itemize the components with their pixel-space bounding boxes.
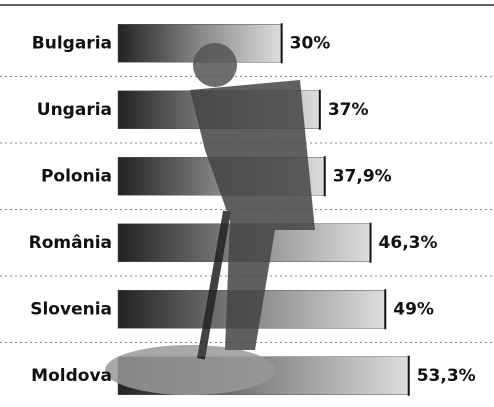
value-label: 53,3% <box>417 366 476 386</box>
category-label: Bulgaria <box>32 33 112 53</box>
value-label: 37% <box>328 100 369 120</box>
category-label: România <box>29 233 112 253</box>
category-label: Slovenia <box>30 299 112 319</box>
chart: Bulgaria 30% Ungaria 37% Polonia 37,9% România… <box>0 0 494 407</box>
value-label: 30% <box>290 33 331 53</box>
category-label: Moldova <box>31 366 112 386</box>
category-label: Ungaria <box>37 100 112 120</box>
category-label: Polonia <box>41 166 112 186</box>
value-label: 46,3% <box>379 233 438 253</box>
value-label: 37,9% <box>333 166 392 186</box>
value-label: 49% <box>393 299 434 319</box>
